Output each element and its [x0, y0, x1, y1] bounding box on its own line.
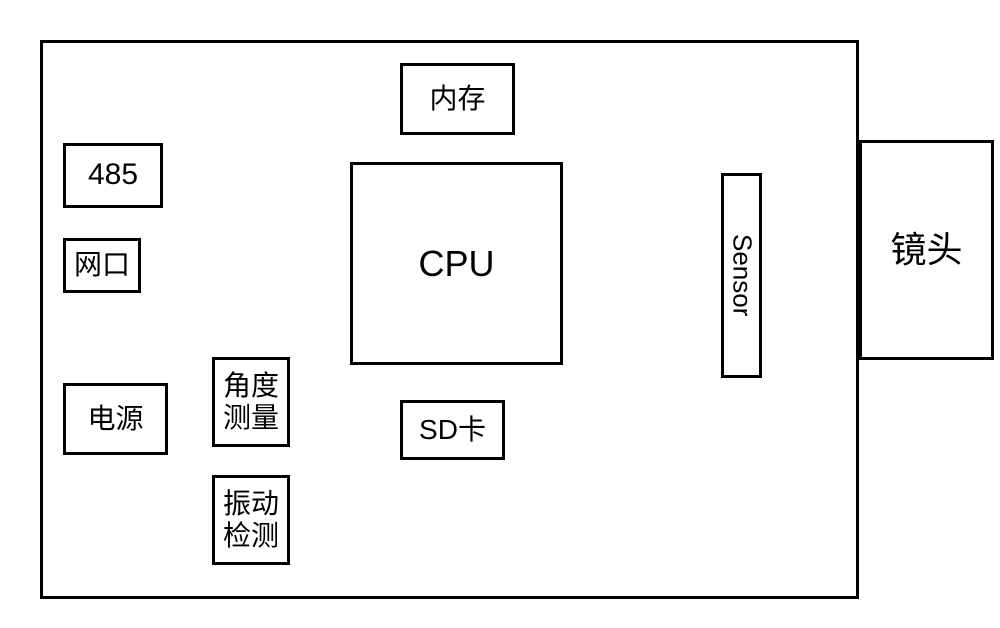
block-power: 电源: [63, 383, 168, 455]
block-vibration-detect: 振动检测: [212, 475, 290, 565]
block-angle-measure: 角度测量: [212, 357, 290, 447]
label-lens: 镜头: [890, 229, 962, 270]
label-angle: 角度测量: [223, 370, 279, 434]
label-sdcard: SD卡: [419, 414, 486, 446]
label-memory: 内存: [429, 83, 485, 115]
block-485-port: 485: [63, 143, 163, 208]
block-lens: 镜头: [859, 140, 994, 360]
label-vibration: 振动检测: [223, 488, 279, 552]
label-cpu: CPU: [418, 243, 494, 284]
label-power: 电源: [87, 403, 143, 435]
block-net-port: 网口: [63, 238, 141, 293]
diagram-canvas: 内存 485 CPU Sensor 网口 角度测量 电源 SD卡 振动检测 镜头: [20, 20, 980, 608]
block-memory: 内存: [400, 63, 515, 135]
label-sensor: Sensor: [727, 234, 757, 316]
block-cpu: CPU: [350, 162, 563, 365]
label-485: 485: [88, 158, 138, 193]
label-netport: 网口: [74, 249, 130, 281]
block-sd-card: SD卡: [400, 400, 505, 460]
block-sensor: Sensor: [721, 173, 762, 378]
